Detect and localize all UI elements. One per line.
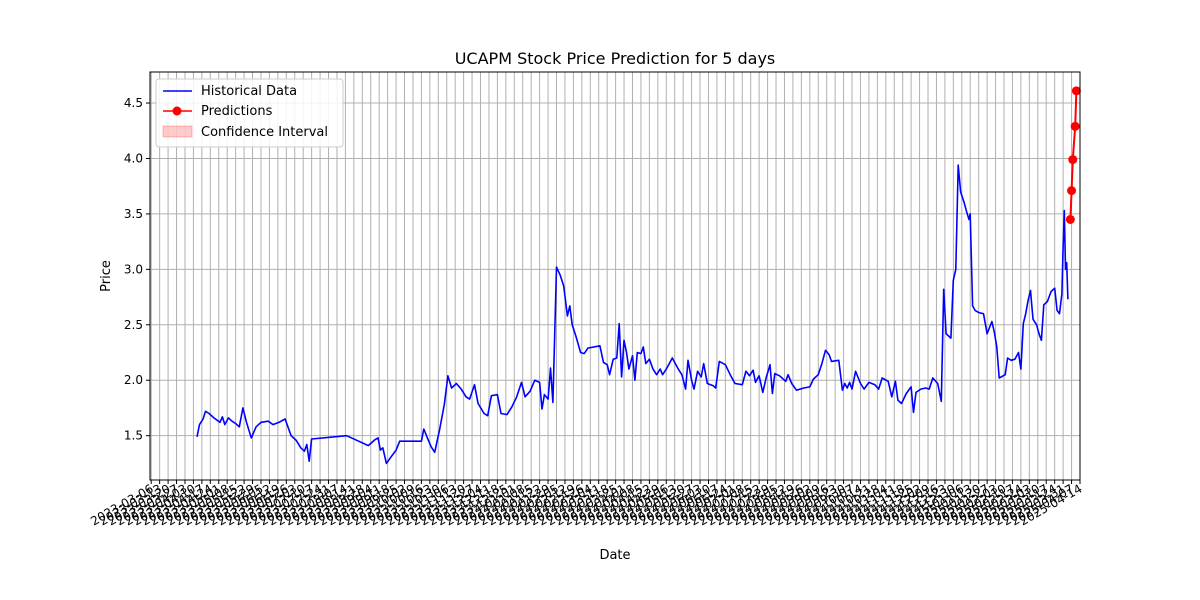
plot-frame	[149, 71, 1081, 481]
x-axis: 2023-03-062023-03-132023-03-202023-03-27…	[88, 480, 1085, 528]
plot-series	[196, 86, 1081, 465]
legend-predictions-marker	[172, 106, 182, 116]
y-tick-label: 3.5	[124, 207, 143, 221]
chart-title: UCAPM Stock Price Prediction for 5 days	[455, 49, 776, 68]
legend-historical-label: Historical Data	[201, 84, 297, 99]
legend: Historical Data Predictions Confidence I…	[155, 78, 344, 148]
y-tick-label: 4.5	[124, 96, 143, 110]
legend-predictions-label: Predictions	[201, 104, 273, 119]
prediction-marker	[1068, 155, 1078, 165]
prediction-marker	[1067, 186, 1077, 196]
y-tick-label: 2.0	[124, 373, 143, 387]
prediction-marker	[1065, 214, 1075, 224]
y-axis: 1.5 2.0 2.5 3.0 3.5 4.0 4.5	[124, 96, 150, 443]
y-tick-label: 1.5	[124, 429, 143, 443]
historical-line	[196, 164, 1069, 465]
legend-box	[155, 78, 344, 148]
y-tick-label: 3.0	[124, 262, 143, 276]
prediction-marker	[1071, 86, 1081, 96]
y-tick-label: 4.0	[124, 151, 143, 165]
y-axis-label: Price	[99, 260, 114, 292]
legend-confidence-label: Confidence Interval	[201, 125, 328, 140]
x-axis-label: Date	[599, 548, 630, 563]
y-tick-label: 2.5	[124, 318, 143, 332]
legend-confidence-swatch	[162, 125, 193, 138]
prediction-marker	[1070, 121, 1080, 131]
grid	[150, 72, 1081, 480]
